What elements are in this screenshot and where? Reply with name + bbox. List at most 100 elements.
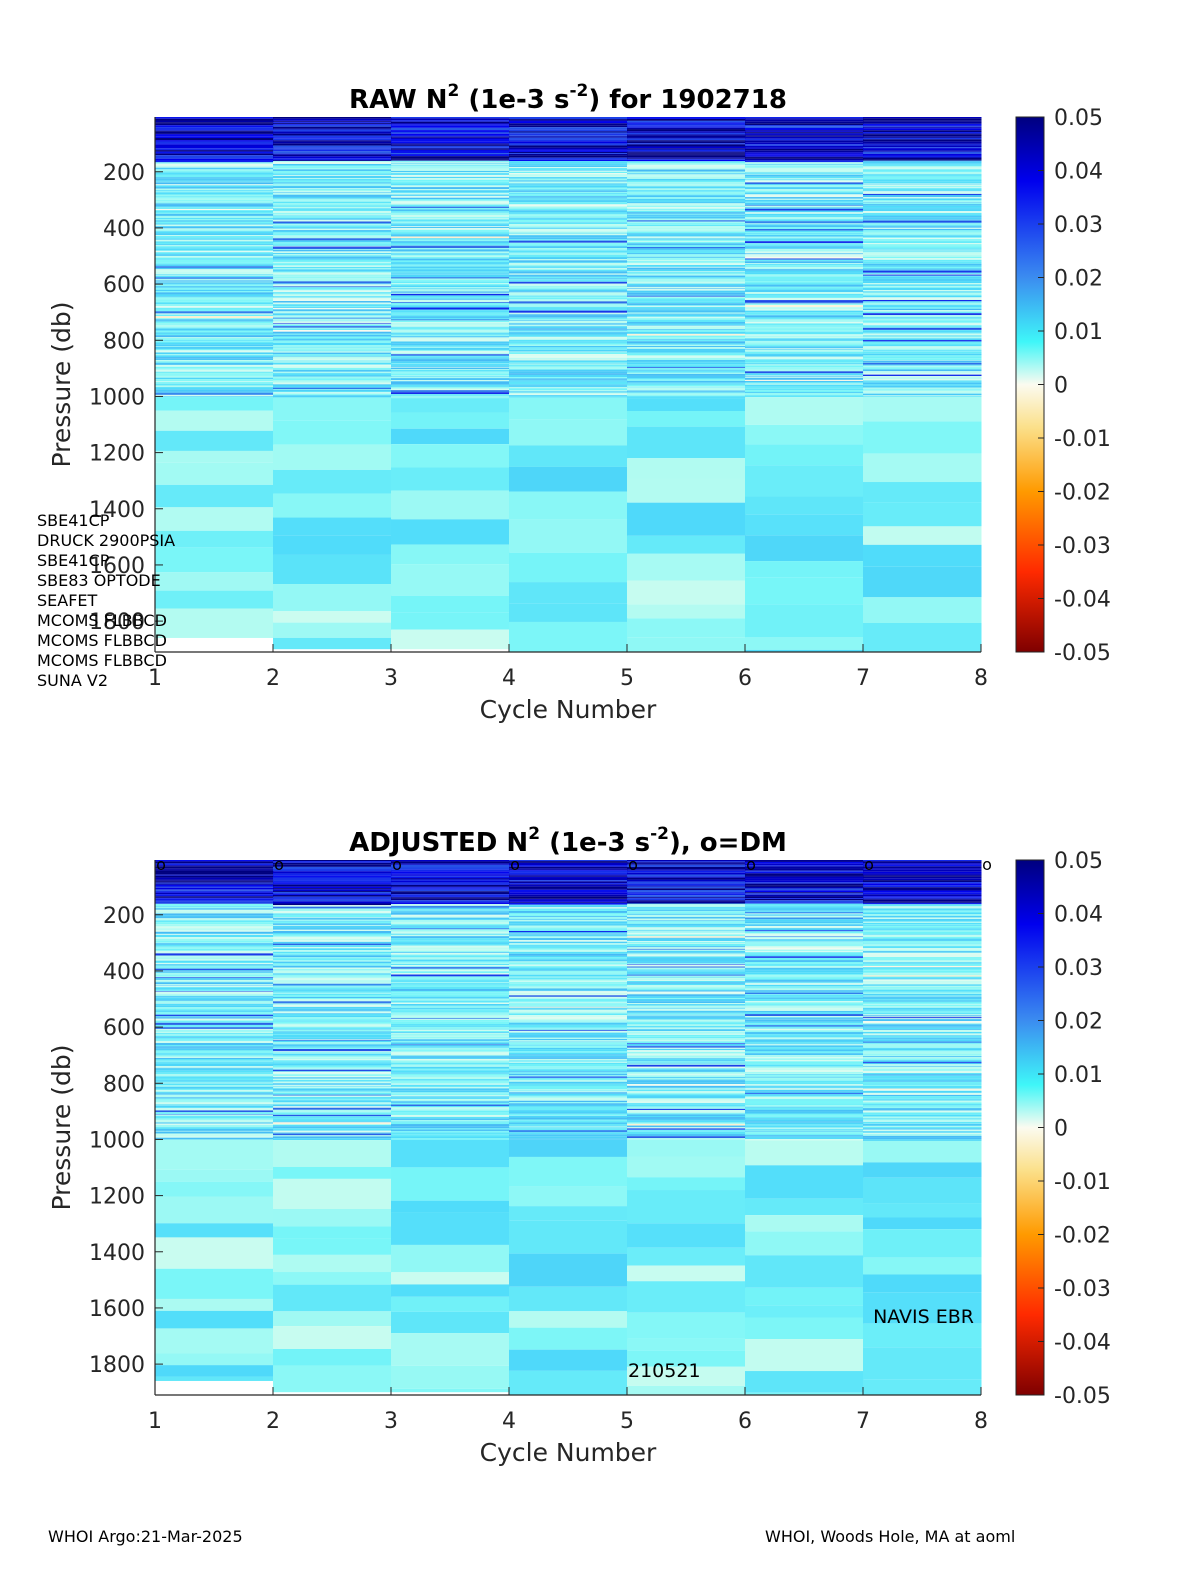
heatmap-cell — [627, 996, 746, 999]
heatmap-cell — [509, 921, 628, 924]
heatmap-cell — [863, 1009, 982, 1011]
heatmap-cell — [627, 247, 746, 249]
heatmap-cell — [273, 201, 392, 204]
heatmap-cell — [391, 324, 510, 327]
heatmap-cell — [509, 936, 628, 939]
heatmap-cell — [745, 1066, 864, 1069]
heatmap-cell — [627, 329, 746, 331]
heatmap-cell — [391, 271, 510, 273]
heatmap-cell — [745, 1005, 864, 1007]
heatmap-cell — [863, 378, 982, 381]
heatmap-cell — [627, 1068, 746, 1070]
heatmap-cell — [155, 1057, 274, 1058]
x-tick-label: 3 — [384, 1409, 398, 1434]
heatmap-cell — [745, 267, 864, 270]
heatmap-cell — [627, 391, 746, 393]
heatmap-cell — [627, 1136, 746, 1139]
heatmap-cell — [391, 369, 510, 372]
heatmap-cell — [627, 176, 746, 179]
heatmap-cell — [509, 374, 628, 378]
heatmap-cell — [155, 913, 274, 916]
heatmap-cell — [273, 290, 392, 293]
heatmap-cell — [391, 137, 510, 139]
heatmap-cell — [745, 914, 864, 916]
heatmap-cell — [627, 1062, 746, 1064]
heatmap-cell — [273, 249, 392, 252]
heatmap-cell — [155, 164, 274, 167]
heatmap-cell — [509, 891, 628, 893]
heatmap-cell — [745, 184, 864, 188]
heatmap-cell — [509, 901, 628, 903]
heatmap-cell — [627, 966, 746, 968]
heatmap-cell — [627, 974, 746, 976]
heatmap-cell — [273, 1166, 392, 1179]
heatmap-cell — [745, 863, 864, 866]
heatmap-cell — [509, 292, 628, 295]
heatmap-cell — [391, 1053, 510, 1056]
heatmap-cell — [391, 390, 510, 393]
heatmap-cell — [273, 969, 392, 971]
heatmap-cell — [155, 410, 274, 431]
heatmap-cell — [745, 910, 864, 912]
heatmap-cell — [745, 312, 864, 315]
heatmap-cell — [509, 347, 628, 349]
heatmap-cell — [863, 295, 982, 298]
heatmap-cell — [863, 863, 982, 865]
heatmap-cell — [745, 270, 864, 273]
heatmap-cell — [273, 919, 392, 921]
heatmap-cell — [273, 382, 392, 385]
heatmap-cell — [509, 1007, 628, 1009]
heatmap-cell — [627, 950, 746, 953]
heatmap-cell — [391, 917, 510, 920]
colorbar-tick-label: 0 — [1054, 1117, 1068, 1142]
heatmap-cell — [745, 514, 864, 536]
heatmap-cell — [155, 272, 274, 275]
heatmap-cell — [509, 260, 628, 263]
title-text: RAW N — [349, 85, 447, 115]
heatmap-cell — [391, 1051, 510, 1054]
heatmap-cell — [745, 637, 864, 650]
heatmap-cell — [745, 917, 864, 920]
heatmap-cell — [627, 876, 746, 878]
heatmap-cell — [627, 1036, 746, 1037]
heatmap-cell — [745, 967, 864, 969]
heatmap-cell — [273, 980, 392, 982]
heatmap-cell — [627, 1109, 746, 1113]
heatmap-cell — [391, 394, 510, 396]
heatmap-cell — [863, 1090, 982, 1093]
heatmap-cell — [155, 1223, 274, 1238]
x-tick-label: 6 — [738, 1409, 752, 1434]
x-tick-label: 1 — [148, 1409, 162, 1434]
heatmap-cell — [155, 206, 274, 208]
heatmap-cell — [273, 236, 392, 239]
heatmap-cell — [155, 865, 274, 867]
heatmap-cell — [273, 183, 392, 186]
colorbar-tick-label: 0.05 — [1054, 849, 1103, 874]
heatmap-cell — [509, 354, 628, 357]
heatmap-cell — [627, 369, 746, 371]
heatmap-cell — [155, 1123, 274, 1126]
heatmap-cell — [391, 884, 510, 887]
heatmap-cell — [273, 334, 392, 337]
heatmap-cell — [863, 132, 982, 134]
heatmap-cell — [509, 907, 628, 909]
heatmap-cell — [745, 1017, 864, 1019]
heatmap-cell — [509, 886, 628, 889]
heatmap-cell — [863, 366, 982, 368]
heatmap-cell — [627, 267, 746, 270]
heatmap-cell — [155, 278, 274, 280]
heatmap-cell — [863, 1042, 982, 1044]
y-tick-label: 600 — [103, 1016, 145, 1041]
heatmap-cell — [391, 1101, 510, 1103]
heatmap-cell — [509, 1013, 628, 1016]
heatmap-cell — [391, 909, 510, 911]
heatmap-cell — [863, 1076, 982, 1079]
heatmap-cell — [745, 349, 864, 352]
heatmap-cell — [509, 990, 628, 992]
heatmap-cell — [391, 1014, 510, 1016]
heatmap-cell — [627, 1247, 746, 1266]
heatmap-cell — [509, 582, 628, 604]
heatmap-cell — [745, 279, 864, 281]
heatmap-cell — [273, 1130, 392, 1131]
heatmap-cell — [391, 1128, 510, 1130]
